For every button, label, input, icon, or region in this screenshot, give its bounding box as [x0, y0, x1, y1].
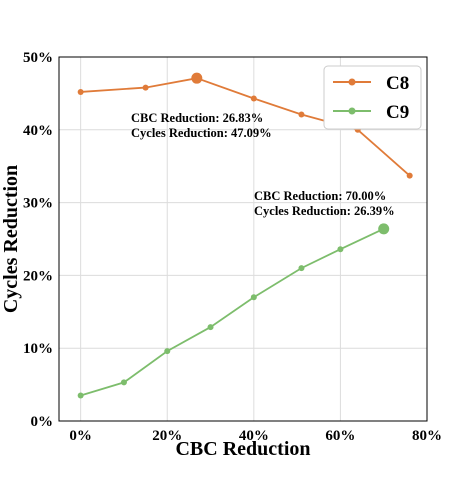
annotation-c8-peak: CBC Reduction: 26.83% Cycles Reduction: …: [131, 111, 272, 140]
data-point: [77, 392, 84, 399]
x-tick-label: 20%: [152, 428, 182, 444]
legend-entry-c9: C9: [333, 102, 409, 123]
highlight-point: [378, 223, 390, 235]
data-point: [406, 172, 413, 179]
x-tick-label: 40%: [239, 428, 269, 444]
legend-marker-c8: [348, 78, 356, 86]
legend-label-c8: C8: [386, 73, 409, 94]
highlight-point: [191, 72, 203, 84]
data-point: [142, 84, 149, 91]
x-tick-label: 0%: [69, 428, 92, 444]
x-axis-label: CBC Reduction: [175, 438, 310, 460]
data-point: [164, 348, 171, 355]
y-tick-label: 40%: [23, 123, 53, 139]
data-point: [337, 246, 344, 253]
x-tick-label: 80%: [412, 428, 442, 444]
data-point: [207, 324, 214, 331]
data-point: [77, 88, 84, 95]
series-layer: [77, 72, 413, 399]
y-tick-label: 10%: [23, 341, 53, 357]
annotation-c9-line1: CBC Reduction: 70.00%: [254, 189, 386, 203]
data-point: [250, 294, 257, 301]
series-c8: [77, 72, 413, 179]
y-tick-label: 20%: [23, 268, 53, 284]
annotation-c9-peak: CBC Reduction: 70.00% Cycles Reduction: …: [254, 189, 395, 218]
series-line-c9: [80, 228, 385, 397]
annotation-c9-line2: Cycles Reduction: 26.39%: [254, 204, 395, 218]
data-point: [298, 265, 305, 272]
legend: C8 C9: [323, 65, 422, 130]
y-tick-label: 30%: [23, 196, 53, 212]
legend-label-c9: C9: [386, 102, 409, 123]
annotation-c8-line2: Cycles Reduction: 47.09%: [131, 126, 272, 140]
legend-entry-c8: C8: [333, 73, 409, 94]
plot-frame: [58, 56, 428, 422]
legend-marker-c9: [348, 107, 356, 115]
series-c9: [77, 223, 390, 399]
annotation-c8-line1: CBC Reduction: 26.83%: [131, 111, 263, 125]
data-point: [298, 111, 305, 118]
data-point: [120, 379, 127, 386]
y-tick-label: 50%: [23, 50, 53, 66]
x-tick-label: 60%: [325, 428, 355, 444]
y-axis-label: Cycles Reduction: [0, 165, 22, 313]
data-point: [250, 95, 257, 102]
tick-labels: 0% 20% 40% 60% 80% 0% 10% 20% 30% 40% 50%: [23, 50, 442, 444]
y-tick-label: 0%: [31, 414, 54, 430]
